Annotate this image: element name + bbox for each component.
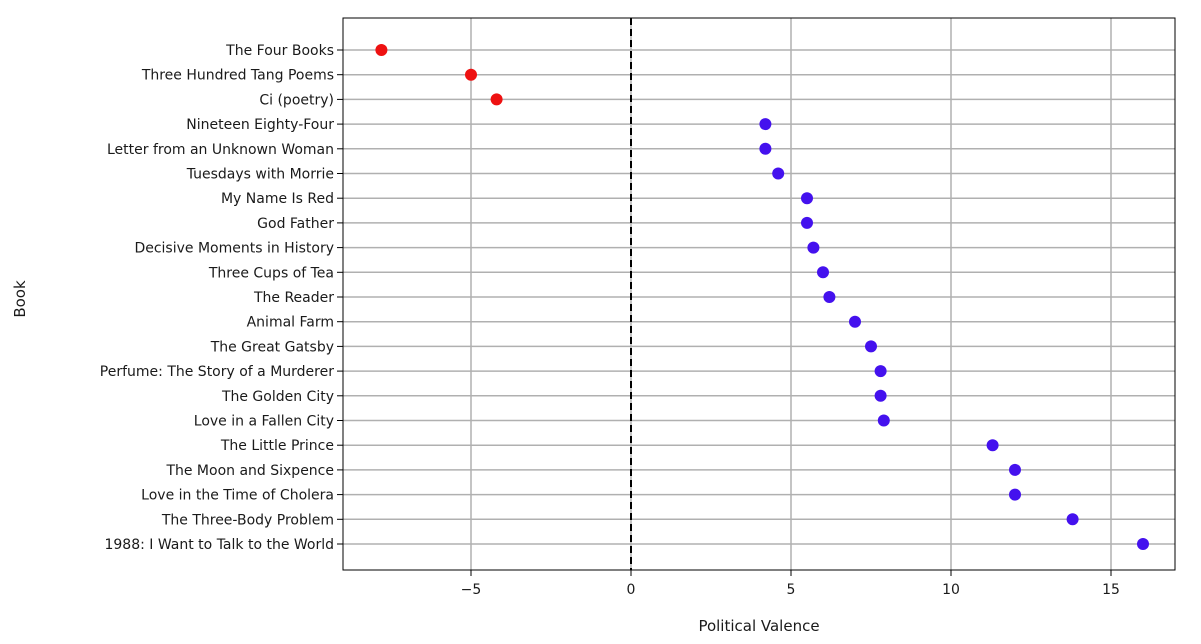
grid-lines [343,18,1175,570]
data-point [877,414,890,427]
y-tick-label: 1988: I Want to Talk to the World [104,537,334,553]
x-axis-ticks: −5 0 5 10 15 [461,570,1120,598]
y-tick-label: Ci (poetry) [259,92,334,108]
data-points [375,44,1149,550]
y-tick-label: The Moon and Sixpence [165,463,334,479]
y-tick-label: Three Cups of Tea [208,265,334,281]
y-tick-label: The Reader [253,290,334,306]
y-tick-label: The Great Gatsby [210,339,334,355]
y-tick-label: Letter from an Unknown Woman [107,142,334,158]
data-point [1009,463,1021,476]
y-axis-ticks: The Four Books Three Hundred Tang Poems Ci… [100,43,343,553]
x-axis-title: Political Valence [698,617,819,635]
data-point [772,167,785,180]
y-tick-label: God Father [257,216,334,232]
data-point [823,291,836,303]
data-point [465,68,477,81]
x-tick-label: 15 [1102,582,1120,598]
data-point [986,439,999,452]
data-point [801,192,813,205]
data-point [874,389,887,402]
y-tick-label: Perfume: The Story of a Murderer [100,364,334,380]
y-tick-label: The Four Books [225,43,334,59]
data-point [801,216,813,229]
data-point [1137,538,1149,550]
y-tick-label: Decisive Moments in History [134,241,334,257]
y-tick-label: The Three-Body Problem [161,512,334,528]
data-point [874,365,887,378]
data-point [849,315,861,328]
y-axis-title: Book [11,280,29,318]
y-tick-label: Love in the Time of Cholera [141,488,334,504]
x-tick-label: 0 [627,582,636,598]
data-point [1066,513,1079,526]
data-point [375,44,388,56]
x-tick-label: −5 [461,582,482,598]
plot-frame [342,17,1176,571]
y-tick-label: Three Hundred Tang Poems [141,68,334,84]
y-tick-label: The Little Prince [220,438,334,454]
data-point [865,340,877,353]
y-tick-label: Animal Farm [247,315,334,331]
y-tick-label: The Golden City [221,389,334,405]
data-point [807,241,820,254]
data-point [490,93,503,106]
y-tick-label: My Name Is Red [221,191,334,207]
data-point [817,266,829,279]
data-point [1009,488,1021,501]
data-point [759,142,772,155]
x-tick-label: 5 [787,582,796,598]
y-tick-label: Love in a Fallen City [194,414,334,430]
x-tick-label: 10 [942,582,960,598]
y-tick-label: Nineteen Eighty-Four [186,117,334,133]
data-point [759,118,772,131]
y-tick-label: Tuesdays with Morrie [186,167,334,183]
